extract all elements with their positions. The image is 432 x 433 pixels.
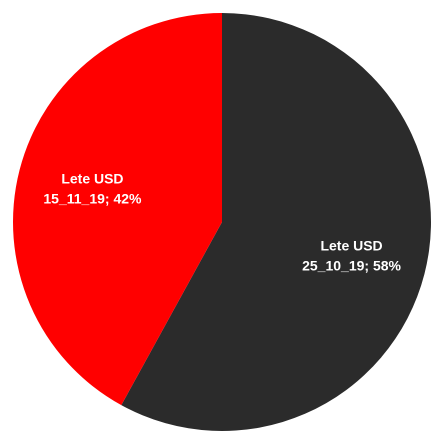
slice-label-series-25_10_19: Lete USD [320, 237, 382, 253]
slice-label-series-15_11_19: Lete USD [61, 171, 123, 187]
pie-slice-25_10_19 [121, 13, 432, 431]
slice-label-value-15_11_19: 15_11_19; 42% [43, 191, 142, 207]
slice-label-value-25_10_19: 25_10_19; 58% [302, 257, 401, 273]
pie-slice-15_11_19 [12, 13, 222, 406]
pie-labels: Lete USD 25_10_19; 58% Lete USD 15_11_19; 4… [43, 171, 401, 274]
pie-slices [12, 13, 432, 431]
